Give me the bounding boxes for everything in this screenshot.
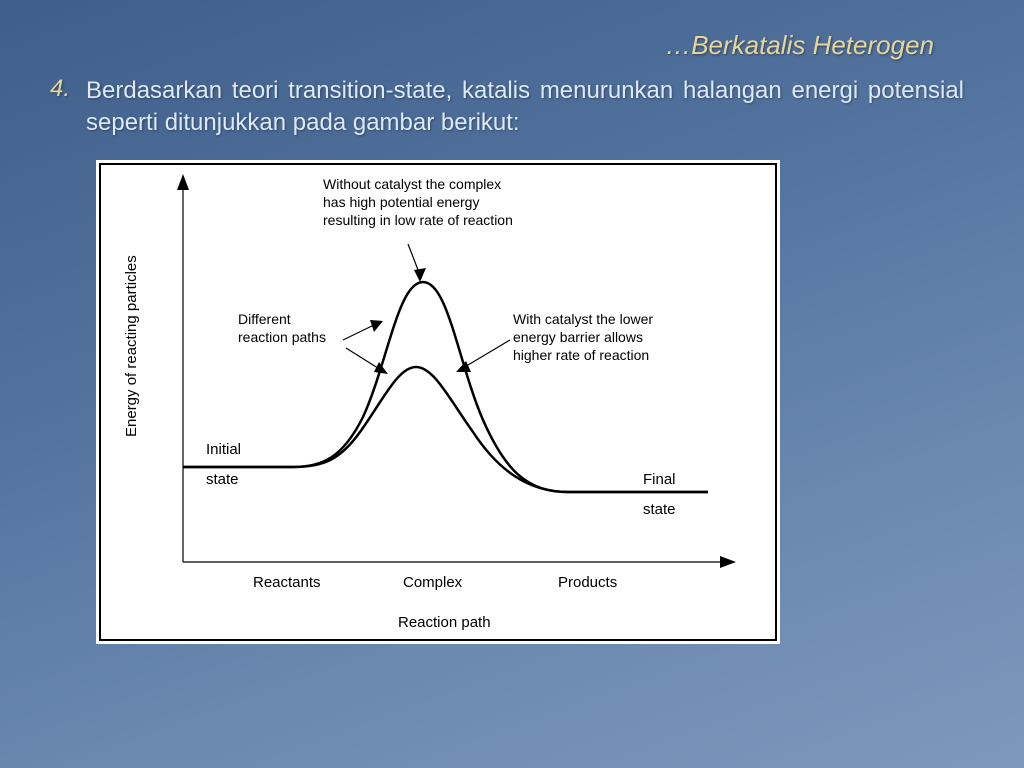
annot-diff-1: Different — [238, 311, 291, 327]
annot-with-1: With catalyst the lower — [513, 311, 653, 327]
annot-diff-2: reaction paths — [238, 329, 326, 345]
y-axis-label: Energy of reacting particles — [123, 255, 140, 437]
annot-without-arrowhead — [414, 268, 426, 282]
body-text: Berdasarkan teori transition-state, kata… — [86, 75, 974, 140]
body-row: 4. Berdasarkan teori transition-state, k… — [50, 75, 974, 140]
list-number: 4. — [50, 75, 74, 103]
y-axis-arrow — [177, 174, 189, 190]
curve-catalyzed — [183, 367, 708, 492]
energy-diagram: Energy of reacting particles Reaction pa… — [98, 162, 778, 642]
x-axis-arrow — [720, 556, 736, 568]
slide-background: …Berkatalis Heterogen 4. Berdasarkan teo… — [0, 0, 1024, 768]
phase-products: Products — [558, 574, 617, 591]
diagram-frame — [100, 164, 776, 640]
final-state-line1: Final — [643, 471, 676, 488]
phase-complex: Complex — [403, 574, 463, 591]
annot-without-2: has high potential energy — [323, 194, 479, 210]
annot-without-1: Without catalyst the complex — [323, 176, 501, 192]
annot-with-2: energy barrier allows — [513, 329, 643, 345]
x-axis-label: Reaction path — [398, 614, 491, 631]
slide-title: …Berkatalis Heterogen — [50, 30, 934, 61]
annot-with-arrow — [463, 340, 510, 368]
annot-diff-arrow1 — [343, 324, 376, 340]
phase-reactants: Reactants — [253, 574, 321, 591]
final-state-line2: state — [643, 501, 676, 518]
annot-diff-arrow2 — [346, 348, 381, 370]
annot-without-3: resulting in low rate of reaction — [323, 212, 513, 228]
annot-with-3: higher rate of reaction — [513, 347, 649, 363]
initial-state-line2: state — [206, 471, 239, 488]
initial-state-line1: Initial — [206, 441, 241, 458]
